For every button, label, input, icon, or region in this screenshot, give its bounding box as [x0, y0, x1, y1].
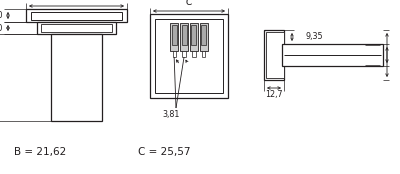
Bar — [282, 44, 383, 66]
Text: 12,7: 12,7 — [265, 90, 283, 100]
Text: C: C — [186, 0, 192, 7]
Bar — [266, 32, 284, 78]
Bar — [26, 9, 127, 22]
Bar — [31, 12, 122, 20]
Bar — [180, 23, 188, 51]
Bar — [155, 19, 223, 93]
Bar — [190, 23, 198, 51]
Bar — [200, 23, 208, 51]
Bar — [51, 34, 102, 121]
Text: 9,35: 9,35 — [306, 33, 324, 42]
Bar — [41, 24, 112, 32]
Bar — [192, 25, 196, 45]
Bar — [264, 30, 284, 80]
Text: B: B — [73, 0, 80, 2]
Bar — [170, 23, 178, 51]
Text: B = 21,62: B = 21,62 — [14, 147, 66, 157]
Text: 3,81: 3,81 — [162, 110, 179, 120]
Text: 5,0: 5,0 — [0, 11, 3, 20]
Bar — [37, 22, 116, 34]
Bar — [150, 14, 228, 98]
Bar — [172, 25, 177, 45]
Text: 4,0: 4,0 — [0, 23, 3, 33]
Text: C = 25,57: C = 25,57 — [138, 147, 190, 157]
Bar — [201, 25, 206, 45]
Bar — [182, 25, 186, 45]
